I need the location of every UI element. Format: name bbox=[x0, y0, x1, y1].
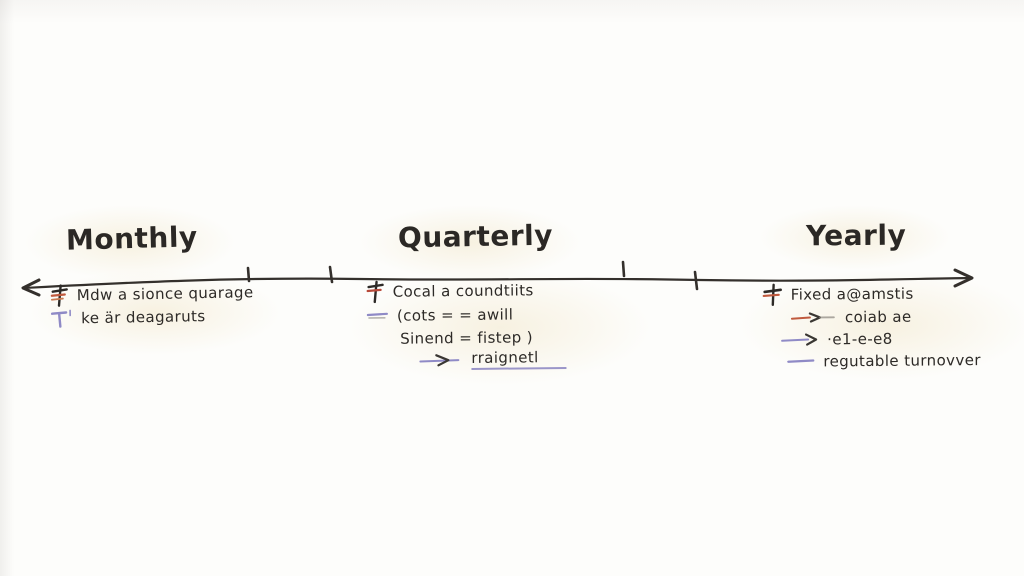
note-text: (cots = = awill bbox=[396, 305, 514, 325]
hash-icon bbox=[762, 283, 782, 306]
note-line: Mdw a sionce quarage bbox=[50, 281, 254, 307]
tick-mark bbox=[621, 260, 626, 278]
section-heading-quarterly: Quarterly bbox=[397, 218, 554, 255]
note-line: rraignetl bbox=[418, 347, 567, 371]
note-line: Sinend = fistep ) bbox=[400, 326, 567, 349]
hash-icon bbox=[50, 283, 68, 307]
hash-icon bbox=[366, 280, 384, 303]
note-text: Sinend = fistep ) bbox=[400, 327, 534, 348]
tick-mark bbox=[246, 266, 251, 283]
note-text: Mdw a sionce quarage bbox=[76, 282, 254, 304]
note-text: Cocal a coundtiits bbox=[392, 280, 534, 301]
notes-monthly: Mdw a sionce quarage ke är deagaruts bbox=[50, 281, 254, 329]
note-line: Cocal a coundtiits bbox=[366, 279, 567, 303]
dash-icon bbox=[366, 312, 388, 319]
arrow-left-icon bbox=[21, 278, 41, 297]
dash-icon bbox=[787, 358, 815, 363]
note-line: ke är deagaruts bbox=[50, 304, 254, 329]
note-text: coiab ae bbox=[844, 307, 912, 326]
note-line: (cots = = awill bbox=[366, 303, 567, 326]
section-heading-monthly: Monthly bbox=[65, 220, 199, 257]
note-line: ·e1-e-e8 bbox=[780, 327, 981, 350]
note-text: ·e1-e-e8 bbox=[827, 329, 893, 348]
tick-mark bbox=[328, 265, 334, 284]
note-line: Fixed a@amstis bbox=[762, 282, 981, 306]
note-line: regutable turnovver bbox=[786, 349, 981, 372]
note-text: Fixed a@amstis bbox=[790, 284, 914, 304]
note-text: regutable turnovver bbox=[823, 350, 981, 370]
arrow-purple-icon bbox=[781, 332, 818, 346]
notes-yearly: Fixed a@amstis coiab ae ·e1-e-e8 regutab… bbox=[762, 282, 981, 372]
section-heading-yearly: Yearly bbox=[805, 218, 907, 253]
note-text: rraignetl bbox=[471, 347, 567, 370]
photo-edge-shadow bbox=[0, 0, 14, 576]
t-bar-icon bbox=[50, 309, 71, 328]
arrow-orange-icon bbox=[790, 311, 835, 323]
notes-quarterly: Cocal a coundtiits (cots = = awill Sinen… bbox=[366, 279, 567, 371]
tick-mark bbox=[693, 270, 699, 291]
note-line: coiab ae bbox=[790, 305, 981, 328]
arrow-icon bbox=[419, 353, 460, 366]
note-text: ke är deagaruts bbox=[81, 306, 206, 327]
